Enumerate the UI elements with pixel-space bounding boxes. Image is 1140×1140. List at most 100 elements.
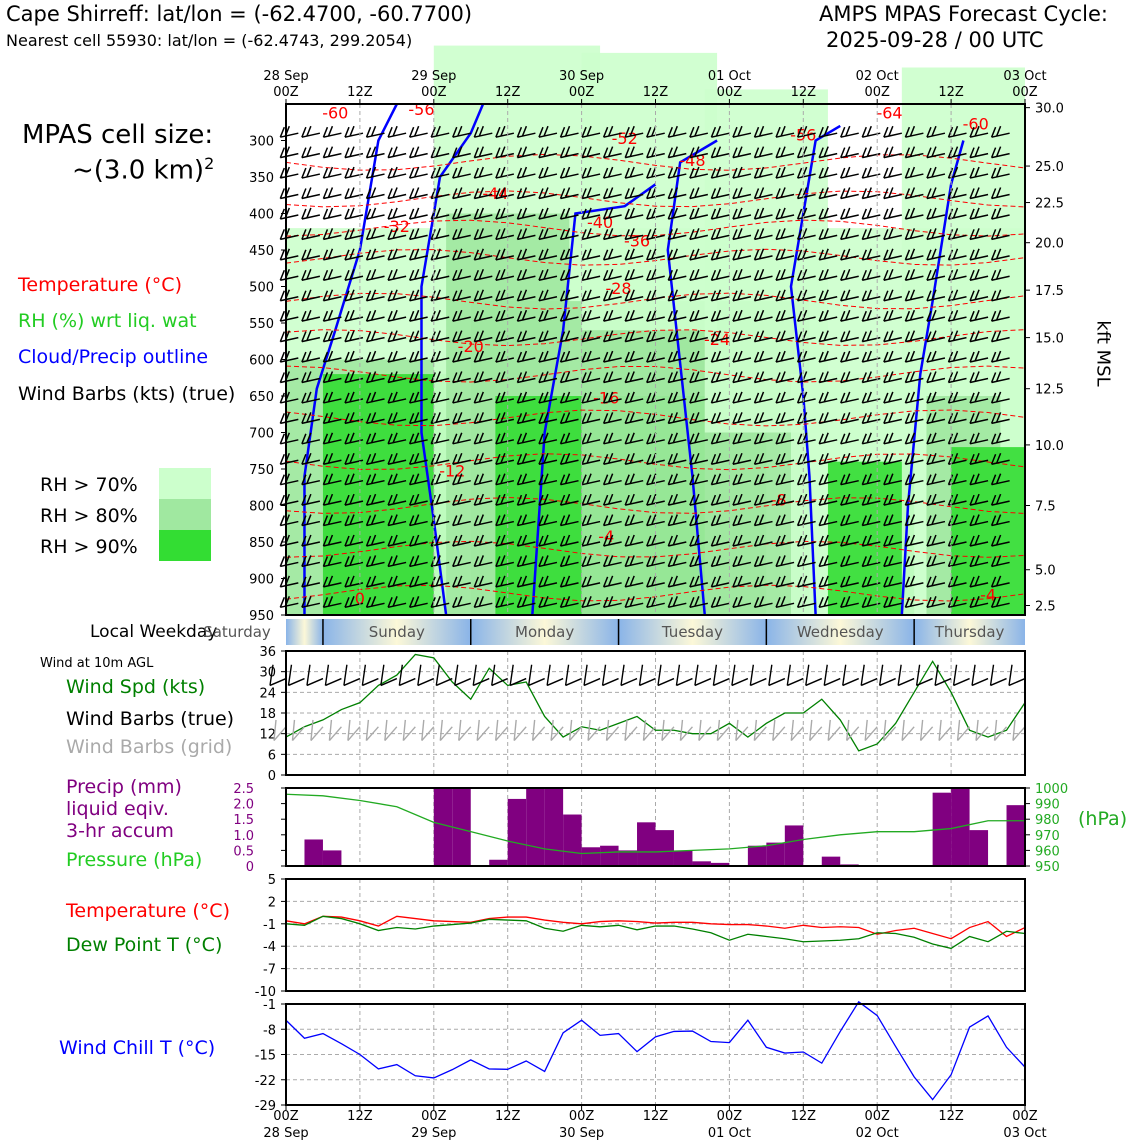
wind-barb-flag (651, 248, 657, 260)
wind-barb-flag (457, 473, 463, 484)
wind-barb-shaft (323, 336, 342, 343)
wind-barb-shaft (409, 173, 428, 179)
wind-barb-flag (435, 432, 441, 444)
wind-barb-shaft (366, 132, 385, 138)
wind-barb (322, 166, 342, 179)
wind-barb-flag (349, 309, 355, 321)
wind-barb (516, 371, 536, 384)
temperature-contour (285, 190, 1026, 208)
wind-barb-flag (495, 270, 501, 281)
wind-barb-shaft (625, 541, 644, 547)
wind-barb-shaft (732, 582, 752, 588)
wind-barb-flag (624, 474, 630, 485)
wind-barb-flag (559, 494, 566, 506)
wind-barb-flag (365, 331, 372, 342)
wind-barb-flag (646, 310, 652, 322)
wind-barb (667, 412, 687, 425)
wind-barb-shaft (323, 561, 342, 568)
wind-barb-shaft (754, 295, 773, 302)
wind-barb (581, 391, 601, 404)
precip-bar (452, 788, 471, 866)
wind-barb-flag (586, 432, 592, 444)
wind-barb-flag (559, 331, 566, 342)
wind-barb-true (343, 677, 361, 687)
wind-barb-shaft (474, 152, 493, 159)
wind-barb-shaft (280, 275, 299, 282)
precip-bar (637, 822, 656, 866)
wind-barb-flag (306, 493, 312, 505)
wind-barb (753, 412, 773, 425)
wind-barb-flag (430, 433, 436, 445)
wind-barb-true-flag (527, 664, 533, 686)
wind-barb-flag (581, 229, 587, 240)
wind-barb (430, 575, 450, 588)
wind-barb-shaft (646, 295, 665, 302)
wind-barb-shaft (366, 459, 385, 465)
wind-barb (408, 309, 428, 322)
wind-barb (387, 309, 407, 322)
wind-barb-flag (344, 474, 350, 485)
wind-barb-shaft (495, 520, 515, 527)
wind-barb-flag (629, 596, 635, 607)
wind-barb-flag (559, 290, 566, 301)
wind-barb (473, 412, 493, 425)
wind-barb-flag (435, 555, 441, 566)
top-date-label: 30 Sep (559, 69, 604, 84)
wind-barb-flag (327, 187, 334, 198)
wind-barb-flag (344, 535, 350, 547)
wind-barb (710, 330, 730, 343)
wind-barb-shaft (431, 132, 450, 138)
wind-barb-flag (430, 351, 436, 363)
wind-barb-shaft (625, 336, 644, 343)
wind-barb-flag (473, 515, 480, 526)
wind-barb-flag (430, 494, 436, 506)
wind-barb-flag (710, 208, 717, 220)
wind-barb-flag (521, 228, 528, 239)
wind-barb-flag (452, 556, 458, 567)
wind-barb-flag (387, 270, 393, 281)
wind-barb-flag (327, 452, 334, 464)
wind-barb-flag (349, 575, 355, 587)
wind-barb-shaft (625, 418, 644, 425)
precip-bar (600, 845, 619, 866)
pressure-tick-label: 980 (1035, 813, 1060, 828)
temperature-contour-label: -52 (612, 129, 638, 148)
wind-barb-flag (452, 208, 458, 220)
wind-barb-shaft (732, 316, 752, 322)
wind-barb-flag (430, 147, 436, 158)
wind-barb-shaft (711, 152, 730, 159)
wind-barb-true-flag (952, 664, 958, 686)
wind-barb-flag (322, 270, 329, 281)
wind-barb-flag (629, 187, 635, 198)
wind-barb-flag (516, 453, 523, 465)
wind-barb-shaft (387, 255, 407, 261)
wind-barb-flag (322, 576, 329, 588)
wind-barb-true-flag (731, 664, 736, 686)
wind-barb-shaft (560, 561, 579, 568)
wind-barb (452, 269, 471, 282)
wind-barb-flag (607, 146, 614, 157)
wind-barb-flag (715, 228, 722, 239)
wind-barb-shaft (668, 336, 687, 343)
wind-barb (344, 514, 364, 527)
wind-barb (559, 187, 579, 200)
wind-barb-flag (495, 413, 501, 424)
wind-barb-grid-flag (402, 719, 407, 741)
wind-barb-shaft (517, 418, 536, 425)
wind-barb-flag (435, 309, 441, 321)
cell-size-label: MPAS cell size: (22, 120, 214, 150)
wind-barb-flag (516, 413, 523, 424)
wind-barb-shaft (668, 602, 687, 609)
wind-barb-true (435, 677, 453, 687)
wind-barb-shaft (538, 255, 558, 261)
wind-barb-flag (543, 187, 549, 198)
wind-barb-flag (500, 309, 506, 321)
wind-barb (301, 555, 321, 568)
wind-barb-flag (538, 597, 544, 608)
wind-barb-flag (478, 228, 485, 239)
wind-barb-flag (349, 228, 355, 239)
wind-barb (667, 514, 687, 527)
top-date-label: 29 Sep (411, 69, 456, 84)
wind-barb-shaft (387, 234, 407, 241)
wind-barb-flag (694, 350, 700, 362)
